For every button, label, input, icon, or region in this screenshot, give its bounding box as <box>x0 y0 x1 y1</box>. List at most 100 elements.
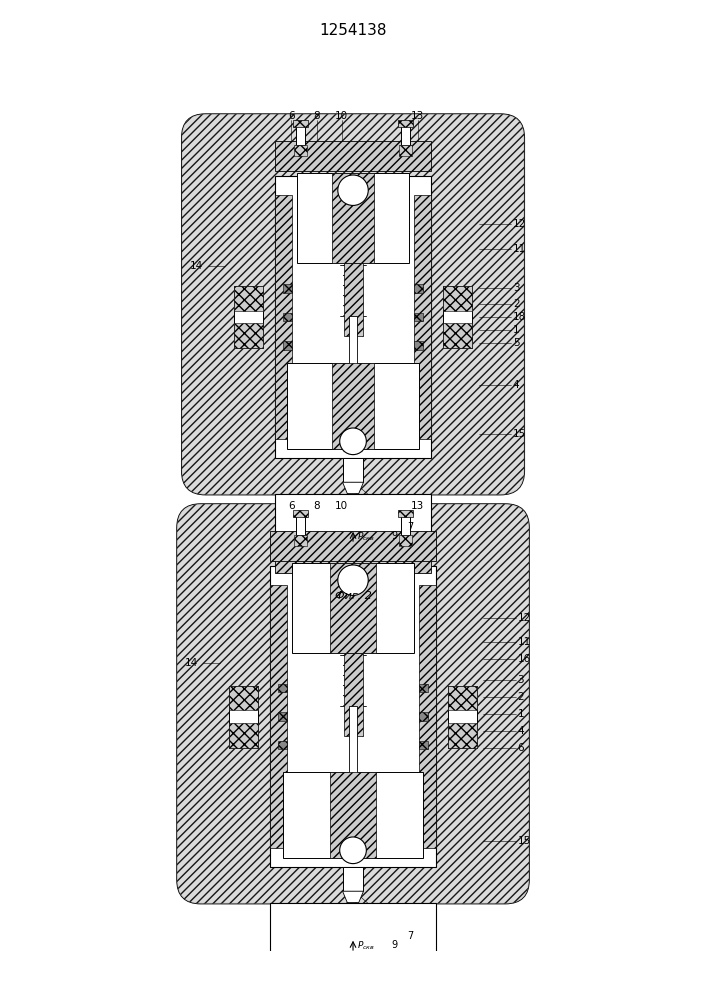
Bar <box>419 712 428 721</box>
Text: 9: 9 <box>391 531 397 541</box>
Text: 11: 11 <box>513 244 526 254</box>
Text: 1: 1 <box>513 325 520 335</box>
Bar <box>278 684 288 692</box>
Text: 10: 10 <box>335 111 348 121</box>
Text: 1: 1 <box>518 709 524 719</box>
Text: 7: 7 <box>407 522 414 532</box>
Bar <box>294 535 308 546</box>
Bar <box>270 531 436 561</box>
Text: 4: 4 <box>513 380 520 390</box>
Text: $P_{скв}$: $P_{скв}$ <box>357 530 375 543</box>
Bar <box>234 286 263 348</box>
Bar <box>283 341 292 350</box>
Text: 4: 4 <box>518 726 524 736</box>
Text: 1254138: 1254138 <box>320 23 387 38</box>
Text: 11: 11 <box>518 637 531 647</box>
Bar <box>419 684 428 692</box>
Bar <box>296 514 305 535</box>
Bar <box>414 341 423 350</box>
Bar <box>419 741 428 749</box>
Text: 2: 2 <box>518 692 524 702</box>
FancyBboxPatch shape <box>177 504 529 904</box>
Bar <box>229 723 258 748</box>
Bar <box>275 141 431 171</box>
Text: Фиг. 2: Фиг. 2 <box>334 591 371 601</box>
Text: 9: 9 <box>391 940 397 950</box>
Bar <box>229 686 258 710</box>
FancyBboxPatch shape <box>182 114 524 495</box>
Text: 18: 18 <box>513 312 526 322</box>
Text: 3: 3 <box>513 283 520 293</box>
Bar <box>270 585 288 848</box>
Bar <box>414 284 423 293</box>
Bar <box>275 176 431 458</box>
Text: 12: 12 <box>518 613 531 623</box>
Text: 2: 2 <box>513 299 520 309</box>
Bar <box>443 286 472 348</box>
Bar <box>443 323 472 348</box>
Text: 16: 16 <box>518 654 531 664</box>
Text: 6: 6 <box>288 501 295 511</box>
Bar <box>399 145 412 156</box>
Bar <box>399 535 412 546</box>
Bar <box>414 195 431 439</box>
Text: 7: 7 <box>407 931 414 941</box>
Bar <box>332 173 374 263</box>
Bar <box>332 363 374 449</box>
Bar <box>278 712 288 721</box>
Bar <box>275 195 292 439</box>
Bar <box>234 323 263 348</box>
Bar <box>283 772 423 858</box>
Bar <box>296 124 305 145</box>
Bar <box>448 686 477 748</box>
Text: 13: 13 <box>411 501 424 511</box>
Bar <box>283 284 292 293</box>
FancyBboxPatch shape <box>177 504 529 904</box>
Bar <box>270 903 436 964</box>
Text: 14: 14 <box>185 658 198 668</box>
Bar <box>414 313 423 321</box>
Circle shape <box>339 837 366 864</box>
Bar <box>229 686 258 748</box>
Bar <box>283 313 292 321</box>
Text: 13: 13 <box>411 111 424 121</box>
Bar <box>292 563 414 653</box>
Bar <box>297 173 409 263</box>
Text: 10: 10 <box>335 501 348 511</box>
Bar <box>349 706 357 777</box>
Bar <box>270 566 436 867</box>
Text: 8: 8 <box>314 501 320 511</box>
FancyBboxPatch shape <box>182 114 524 495</box>
Text: 6: 6 <box>518 743 524 753</box>
Bar <box>343 458 363 482</box>
Text: 8: 8 <box>314 111 320 121</box>
Bar <box>278 741 288 749</box>
Bar <box>343 867 363 891</box>
Bar <box>344 571 363 736</box>
Bar <box>330 772 376 858</box>
Bar <box>275 555 431 573</box>
Bar <box>401 124 410 145</box>
Bar <box>398 120 413 127</box>
Bar <box>448 686 477 710</box>
Bar <box>401 514 410 535</box>
Bar <box>344 181 363 336</box>
Text: 15: 15 <box>513 429 526 439</box>
Bar <box>293 120 308 127</box>
Bar <box>275 494 431 555</box>
Bar <box>294 145 308 156</box>
Bar <box>419 585 436 848</box>
Bar <box>270 964 436 982</box>
Text: 15: 15 <box>518 836 531 846</box>
Text: 5: 5 <box>513 338 520 348</box>
Circle shape <box>338 175 368 205</box>
Bar <box>293 510 308 517</box>
Bar <box>234 286 263 311</box>
Text: $P_{скв}$: $P_{скв}$ <box>357 939 375 952</box>
Bar <box>288 363 419 449</box>
Text: 14: 14 <box>189 261 203 271</box>
Text: 12: 12 <box>513 219 526 229</box>
Bar <box>349 316 357 368</box>
Bar <box>330 563 376 653</box>
Bar <box>443 286 472 311</box>
